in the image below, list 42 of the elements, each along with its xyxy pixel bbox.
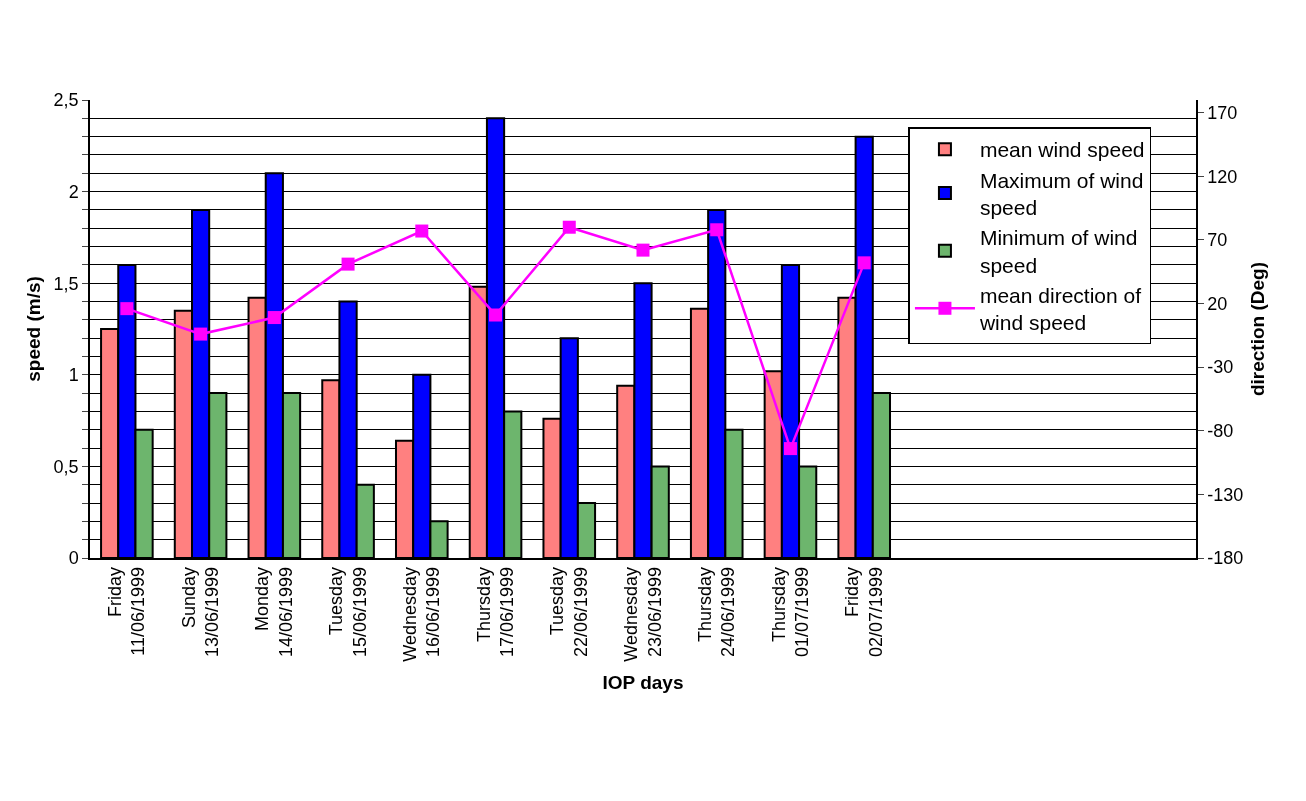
point — [857, 256, 871, 270]
point — [415, 224, 429, 238]
point — [710, 223, 724, 237]
x-tick-label: Wednesday 16/06/1999 — [399, 566, 444, 662]
x-tick-label: Wednesday 23/06/1999 — [621, 566, 665, 662]
x-axis-title: IOP days — [602, 671, 684, 693]
x-tick-label: Thursday 24/06/1999 — [694, 566, 739, 658]
y2-tick-label: 20 — [1207, 293, 1228, 314]
y2-tick-label: 120 — [1207, 166, 1238, 187]
y-tick-label: 1 — [68, 365, 79, 386]
y2-axis-title: direction (Deg) — [1246, 261, 1268, 397]
y-tick-label: 1,5 — [53, 273, 79, 294]
point — [194, 327, 208, 341]
legend-label: Maximum of wind speed — [979, 168, 1144, 219]
y-tick-label: 2 — [68, 181, 79, 202]
x-tick-label: Sunday 13/06/1999 — [178, 566, 223, 658]
y2-tick-label: -180 — [1207, 548, 1244, 569]
legend-label: mean direction of wind speed — [978, 283, 1142, 335]
y2-tick-label: -130 — [1207, 484, 1244, 505]
point — [120, 302, 134, 316]
point — [341, 257, 355, 271]
point — [489, 308, 503, 322]
x-tick-label: Friday 02/07/1999 — [842, 566, 886, 658]
x-tick-label: Thursday 17/06/1999 — [473, 566, 518, 658]
x-tick-label: Friday 11/06/1999 — [105, 566, 149, 656]
y-tick-label: 2,5 — [53, 90, 79, 111]
legend-label: mean wind speed — [979, 138, 1145, 162]
x-tick-label: Tuesday 15/06/1999 — [326, 566, 370, 658]
point — [636, 243, 650, 257]
x-tick-label: Monday 14/06/1999 — [252, 566, 296, 658]
y2-tick-label: -80 — [1207, 421, 1234, 442]
y2-tick-label: -30 — [1207, 357, 1234, 378]
y-tick-label: 0 — [68, 548, 79, 569]
point — [783, 442, 797, 456]
point — [562, 220, 576, 234]
y-axis-title: speed (m/s) — [22, 276, 44, 382]
point — [267, 311, 281, 325]
y2-tick-label: 70 — [1207, 230, 1228, 251]
y2-tick-label: 170 — [1207, 103, 1238, 124]
y-tick-label: 0,5 — [53, 456, 79, 477]
x-tick-label: Tuesday 22/06/1999 — [547, 566, 591, 658]
x-tick-label: Thursday 01/07/1999 — [768, 566, 813, 658]
